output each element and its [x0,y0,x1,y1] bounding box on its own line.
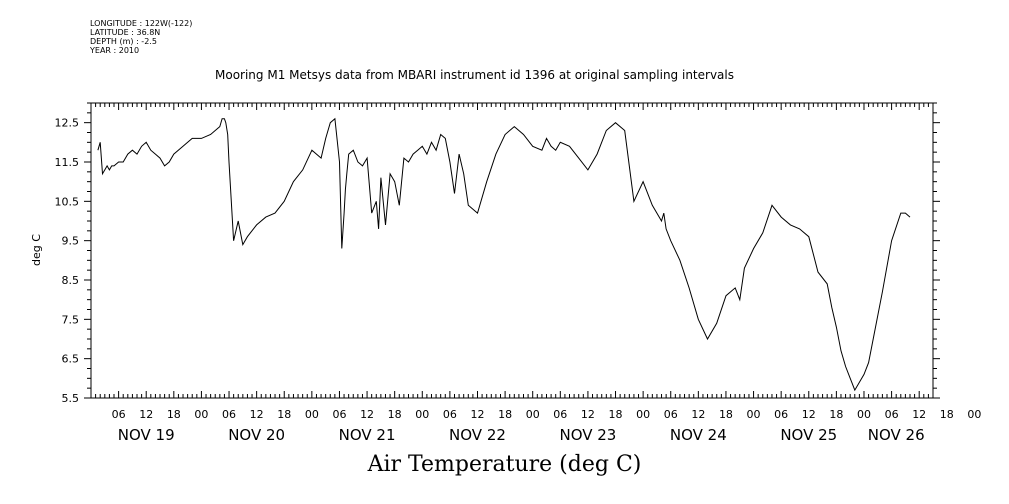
x-day-label: NOV 20 [228,426,285,444]
y-tick-label: 8.5 [62,274,80,287]
series-line-air-temperature [97,117,911,392]
x-tick-label: 18 [498,408,512,421]
chart-title: Mooring M1 Metsys data from MBARI instru… [215,68,734,82]
x-day-label: NOV 19 [118,426,175,444]
x-tick-label: 18 [829,408,843,421]
x-tick-label: 12 [912,408,926,421]
station-metadata: LONGITUDE : 122W(-122) LATITUDE : 36.8N … [90,19,192,55]
plot-frame [90,102,934,399]
x-tick-label: 06 [443,408,457,421]
x-tick-label: 18 [277,408,291,421]
x-tick-label: 12 [250,408,264,421]
x-tick-label: 00 [636,408,650,421]
x-tick-label: 18 [609,408,623,421]
y-tick-label: 10.5 [55,195,80,208]
x-tick-label: 06 [332,408,346,421]
x-tick-label: 12 [691,408,705,421]
x-tick-label: 18 [940,408,954,421]
x-tick-label: 00 [526,408,540,421]
x-day-label: NOV 24 [670,426,727,444]
x-day-label: NOV 21 [339,426,396,444]
x-tick-label: 06 [885,408,899,421]
x-tick-label: 00 [305,408,319,421]
x-tick-label: 06 [774,408,788,421]
y-tick-label: 11.5 [55,156,80,169]
x-tick-label: 00 [857,408,871,421]
x-day-label: NOV 25 [780,426,837,444]
year-label: YEAR : 2010 [90,46,140,55]
x-tick-label: 06 [664,408,678,421]
y-tick-label: 9.5 [62,235,80,248]
x-tick-label: 12 [581,408,595,421]
x-tick-label: 18 [388,408,402,421]
x-day-label: NOV 22 [449,426,506,444]
chart-caption: Air Temperature (deg C) [367,452,642,477]
x-tick-label: 00 [967,408,981,421]
axis-tick-labels: 06 12 18 00 06 12 18 00 06 12 18 00 06 12 18 00 06 12 18 00… [55,117,982,444]
x-day-label: NOV 26 [868,426,925,444]
axis-ticks [84,102,940,399]
x-tick-label: 12 [470,408,484,421]
longitude-label: LONGITUDE : 122W(-122) [90,19,193,28]
x-day-label: NOV 23 [559,426,616,444]
depth-label: DEPTH (m) : -2.5 [90,37,157,46]
x-tick-label: 06 [222,408,236,421]
x-tick-label: 00 [747,408,761,421]
latitude-label: LATITUDE : 36.8N [90,28,161,37]
x-tick-label: 18 [167,408,181,421]
y-tick-label: 7.5 [62,313,80,326]
x-tick-label: 18 [719,408,733,421]
y-axis-label: deg C [30,234,43,266]
y-tick-label: 12.5 [55,117,80,130]
y-tick-label: 6.5 [62,353,80,366]
x-tick-label: 00 [194,408,208,421]
x-tick-label: 06 [553,408,567,421]
x-tick-label: 06 [112,408,126,421]
y-tick-label: 5.5 [62,392,80,405]
x-tick-label: 00 [415,408,429,421]
x-tick-label: 12 [802,408,816,421]
x-tick-label: 12 [139,408,153,421]
x-tick-label: 12 [360,408,374,421]
